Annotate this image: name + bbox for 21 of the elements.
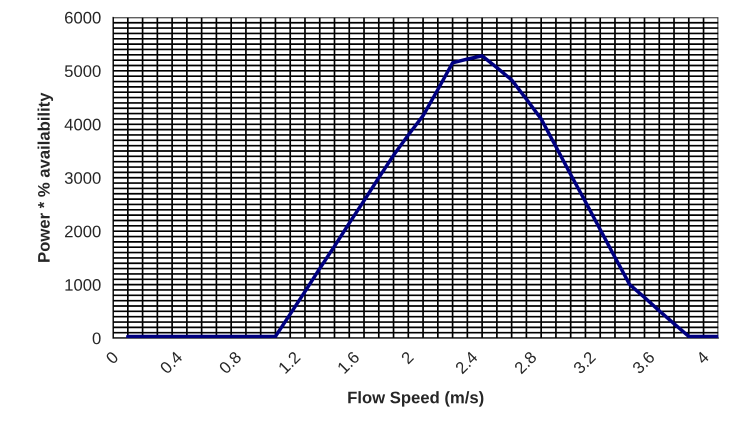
x-tick-label: 1.6 (336, 350, 360, 374)
line-series (126, 54, 718, 338)
x-tick-label: 0.4 (159, 350, 184, 374)
y-tick-label: 3000 (64, 172, 101, 184)
y-tick-label: 0 (92, 332, 101, 344)
x-tick-label: 3.6 (632, 350, 656, 374)
x-axis-title: Flow Speed (m/s) (348, 391, 484, 407)
y-tick-label: 1000 (65, 279, 101, 291)
x-tick-label: 3.2 (572, 350, 596, 374)
y-tick-label: 5000 (64, 65, 101, 78)
x-tick-label: 2.4 (454, 350, 478, 374)
x-tick-label: 2.8 (514, 350, 538, 374)
x-tick-label: 0 (105, 350, 120, 365)
y-tick-label: 6000 (65, 12, 101, 24)
x-tick-label: 2 (400, 350, 414, 364)
y-tick-label: 2000 (65, 226, 101, 238)
x-tick-label: 1.2 (278, 350, 301, 374)
y-axis-title: Power * % availability (38, 92, 54, 262)
x-tick-label: 4 (695, 350, 710, 365)
y-tick-label: 4000 (64, 118, 101, 130)
x-tick-label: 0.8 (218, 350, 242, 374)
